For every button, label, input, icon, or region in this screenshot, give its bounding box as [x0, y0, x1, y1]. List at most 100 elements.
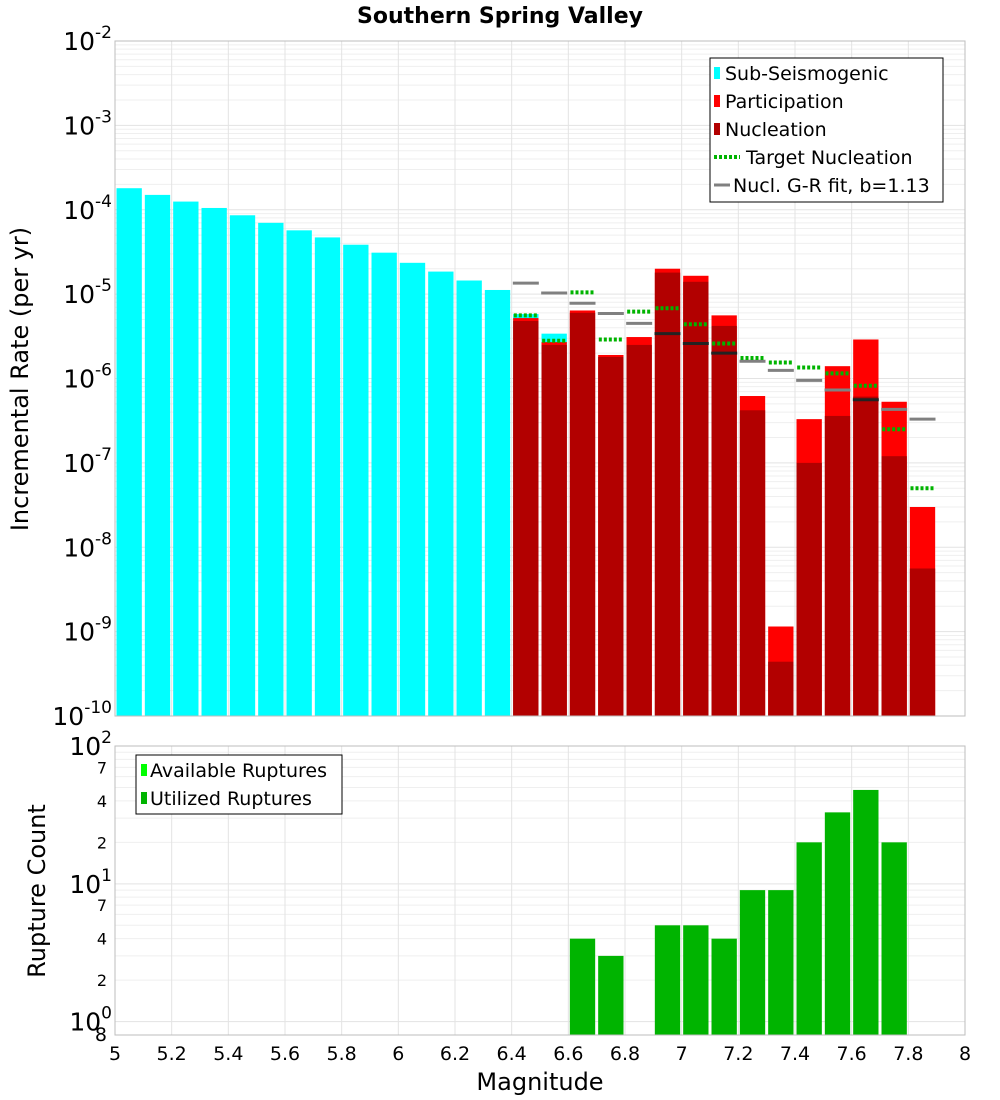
- top-y-tick-label: 10-8: [63, 529, 112, 562]
- top-lines: [512, 281, 936, 491]
- sub-seismogenic-bar: [173, 201, 199, 716]
- utilized-ruptures-bar: [853, 789, 879, 1035]
- utilized-ruptures-bar: [768, 890, 794, 1035]
- legend-label-nucleation: Nucleation: [725, 119, 827, 141]
- nucleation-bar: [768, 661, 794, 716]
- utilized-ruptures-bar: [881, 842, 907, 1035]
- x-ticks: 5 5.2 5.4 5.6 5.8 6 6.2 6.4 6.6 6.8 7 7.2 7.4 7.6 7.8 8: [109, 1043, 971, 1065]
- utilized-ruptures-bar: [683, 925, 709, 1035]
- x-tick-label: 7.6: [837, 1043, 867, 1065]
- legend-swatch-utilized: [141, 792, 147, 804]
- nucleation-bar: [739, 410, 766, 716]
- x-tick-label: 7.2: [723, 1043, 753, 1065]
- top-chart: Southern Spring Valley 10-10 10-9 10-8 10-7…: [6, 4, 966, 731]
- bottom-y-minor-tick-label: 4: [97, 792, 107, 811]
- sub-seismogenic-bar: [484, 289, 511, 716]
- sub-seismogenic-bar: [428, 271, 454, 716]
- x-tick-label: 5.4: [213, 1043, 243, 1065]
- bottom-y-tick-label: 102: [69, 728, 112, 761]
- top-y-tick-label: 10-5: [63, 276, 112, 309]
- sub-seismogenic-bar: [314, 237, 341, 716]
- nucleation-bar: [881, 456, 907, 716]
- bottom-y-tick-label: 100: [69, 1004, 112, 1037]
- x-tick-label: 6.6: [553, 1043, 583, 1065]
- legend-swatch-participation: [714, 95, 720, 107]
- sub-seismogenic-bar: [399, 262, 426, 716]
- legend-label-available: Available Ruptures: [150, 760, 327, 782]
- legend-swatch-available: [141, 764, 147, 776]
- sub-seismogenic-bar: [229, 215, 256, 717]
- top-y-tick-label: 10-9: [63, 614, 112, 647]
- sub-seismogenic-bar: [456, 280, 482, 716]
- top-y-tick-label: 10-10: [52, 698, 112, 731]
- x-tick-label: 6.4: [497, 1043, 527, 1065]
- x-tick-label: 8: [959, 1043, 971, 1065]
- utilized-ruptures-bar: [711, 938, 737, 1035]
- utilized-ruptures-bar: [654, 925, 681, 1035]
- top-y-tick-label: 10-3: [63, 107, 112, 140]
- sub-seismogenic-bar: [258, 222, 284, 716]
- utilized-ruptures-bar: [598, 955, 624, 1035]
- top-y-tick-label: 10-6: [63, 361, 112, 394]
- top-plot-frame: [114, 40, 966, 717]
- bottom-legend: Available Ruptures Utilized Ruptures: [135, 754, 343, 815]
- utilized-ruptures-bar: [739, 890, 766, 1035]
- x-tick-label: 6.2: [440, 1043, 470, 1065]
- legend-label-utilized: Utilized Ruptures: [150, 788, 312, 810]
- chart-title: Southern Spring Valley: [357, 4, 643, 29]
- sub-seismogenic-bar: [371, 252, 397, 716]
- x-tick-label: 6: [392, 1043, 404, 1065]
- x-tick-label: 5: [109, 1043, 121, 1065]
- legend-label-sub-seismogenic: Sub-Seismogenic: [725, 63, 889, 85]
- utilized-ruptures-bar: [569, 938, 596, 1035]
- nucleation-bar: [853, 396, 879, 716]
- nucleation-bar: [796, 462, 822, 716]
- top-grid: [114, 40, 966, 717]
- sub-seismogenic-bar: [201, 207, 227, 716]
- utilized-ruptures-bar: [824, 812, 851, 1035]
- top-y-tick-label: 10-2: [63, 23, 112, 56]
- legend-swatch-sub-seismogenic: [714, 67, 720, 79]
- bottom-bars: [569, 789, 907, 1035]
- bottom-y-minor-tick-label: 2: [97, 833, 107, 852]
- bottom-y-minor-tick-label: 7: [97, 896, 107, 915]
- nucleation-bar: [598, 356, 624, 716]
- utilized-ruptures-bar: [796, 842, 822, 1035]
- top-y-ticks: 10-10 10-9 10-8 10-7 10-6 10-5 10-4 10-3 10-2: [52, 23, 112, 731]
- bottom-plot-frame: [114, 745, 966, 1036]
- bottom-y-minor-tick-label: 4: [97, 930, 107, 949]
- nucleation-bar: [711, 325, 737, 716]
- sub-seismogenic-bar: [144, 194, 171, 716]
- nucleation-bar: [513, 321, 539, 716]
- x-tick-label: 5.8: [327, 1043, 357, 1065]
- bottom-chart: 100 101 102 2 4 7 2 4 7 8 5 5.2 5.4 5.6 5.8 6 6.2 6.4 6.6…: [23, 728, 971, 1096]
- bottom-y-axis-label: Rupture Count: [23, 804, 51, 978]
- x-tick-label: 5.6: [270, 1043, 300, 1065]
- nucleation-bar: [541, 344, 567, 716]
- nucleation-bar: [626, 344, 652, 716]
- x-tick-label: 6.8: [610, 1043, 640, 1065]
- top-y-tick-label: 10-7: [63, 445, 112, 478]
- nucleation-bar: [683, 281, 709, 716]
- bottom-y-tick-label: 101: [69, 866, 112, 899]
- top-y-axis-label: Incremental Rate (per yr): [6, 227, 34, 531]
- legend-swatch-nucleation: [714, 123, 720, 135]
- bottom-y-ticks: 100 101 102 2 4 7 2 4 7 8: [69, 728, 112, 1046]
- legend-label-target-nucleation: Target Nucleation: [745, 147, 913, 169]
- x-tick-label: 7.4: [780, 1043, 810, 1065]
- sub-seismogenic-bar: [286, 230, 312, 716]
- top-bars: [116, 188, 936, 717]
- sub-seismogenic-bar: [116, 188, 142, 717]
- nucleation-bar: [909, 568, 936, 716]
- x-axis-label: Magnitude: [476, 1068, 603, 1096]
- nucleation-bar: [824, 415, 851, 716]
- sub-seismogenic-bar: [343, 244, 369, 716]
- bottom-y-minor-tick-label: 2: [97, 971, 107, 990]
- top-y-tick-label: 10-4: [63, 192, 112, 225]
- top-legend: Sub-Seismogenic Participation Nucleation…: [709, 57, 944, 203]
- x-tick-label: 7: [676, 1043, 688, 1065]
- legend-label-participation: Participation: [725, 91, 844, 113]
- bottom-y-edge-tick-label: 8: [95, 1024, 107, 1046]
- nucleation-bar: [654, 272, 681, 716]
